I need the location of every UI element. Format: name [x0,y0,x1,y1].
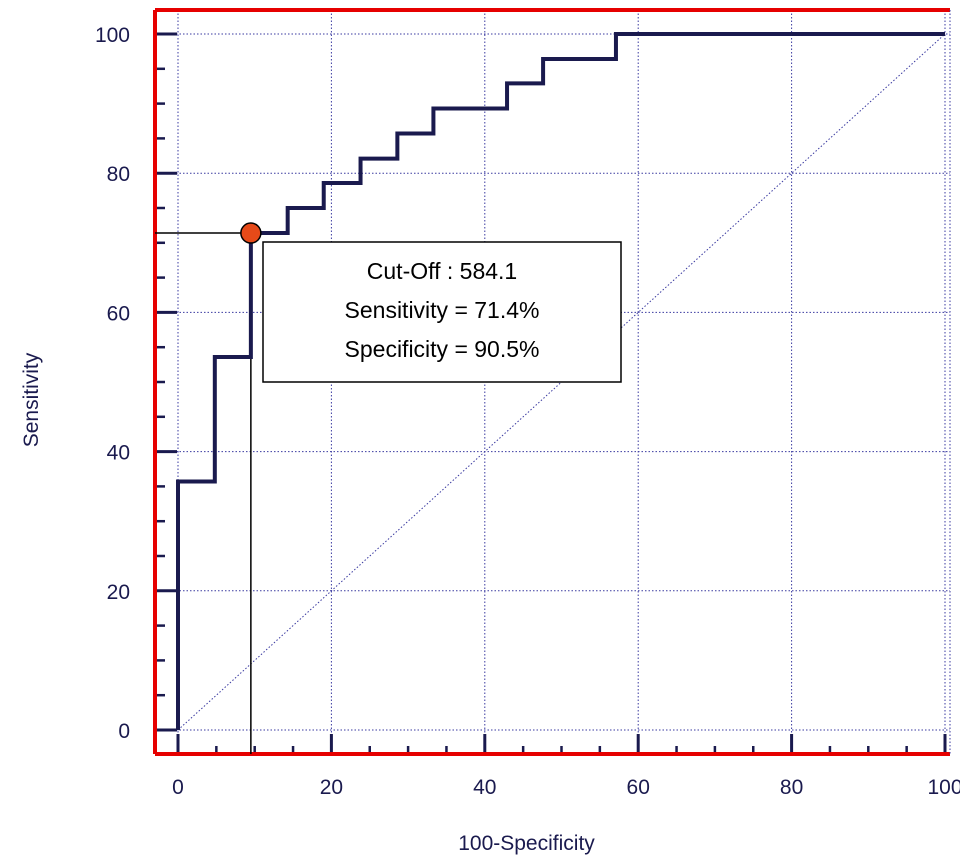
x-tick-label: 80 [780,776,803,799]
x-tick-label: 0 [172,776,184,799]
roc-curve-series [176,32,945,730]
minor-ticks [155,32,947,754]
cutoff-annotation-box: Cut-Off : 584.1 Sensitivity = 71.4% Spec… [262,241,622,383]
y-tick-label: 0 [118,720,130,743]
annotation-sensitivity-text: Sensitivity = 71.4% [345,297,540,323]
y-tick-label: 60 [107,302,130,325]
y-axis-label: Sensitivity [20,352,43,447]
x-tick-labels: 0 20 40 60 80 100 [172,776,960,799]
reference-diagonal-line [177,33,946,731]
cutoff-point [240,222,262,244]
x-axis-label: 100-Specificity [458,832,595,855]
y-tick-label: 40 [107,442,130,465]
y-tick-label: 80 [107,163,130,186]
x-tick-label: 60 [627,776,650,799]
annotation-cutoff-text: Cut-Off : 584.1 [367,258,517,284]
annotation-box-border [262,241,622,383]
x-tick-label: 40 [473,776,496,799]
y-tick-label: 100 [95,24,130,47]
y-tick-labels: 0 20 40 60 80 100 [95,24,130,743]
annotation-specificity-text: Specificity = 90.5% [345,336,540,362]
y-tick-label: 20 [107,581,130,604]
x-tick-label: 20 [320,776,343,799]
x-tick-label: 100 [927,776,960,799]
